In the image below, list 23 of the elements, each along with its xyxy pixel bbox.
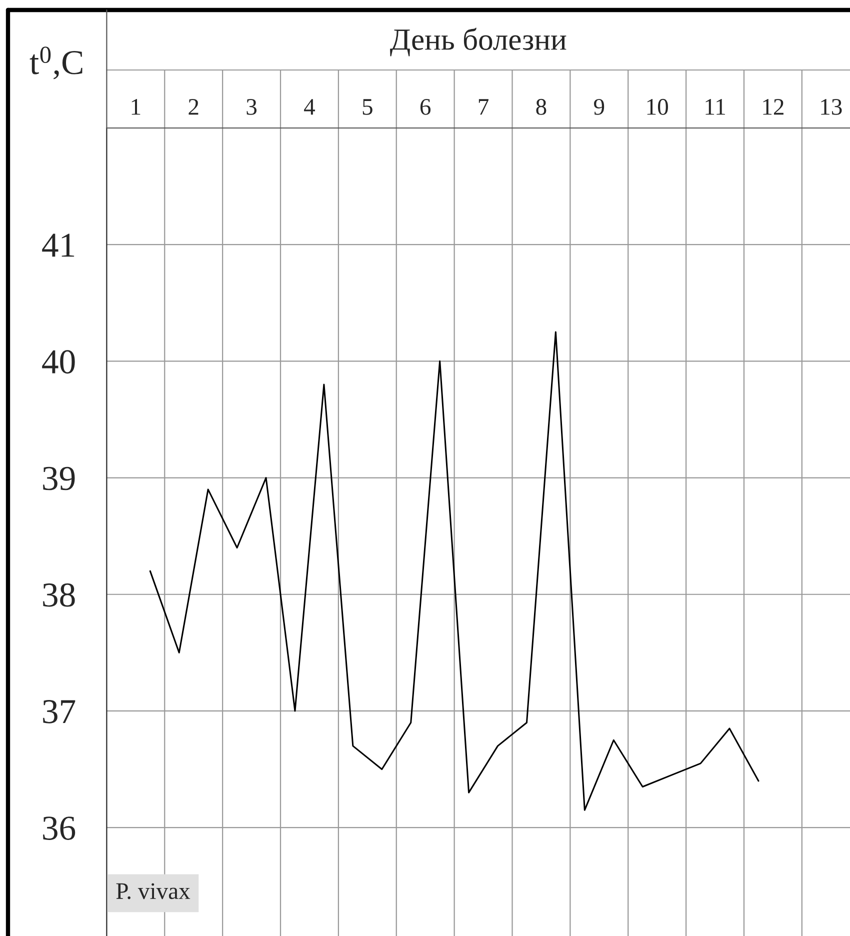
y-tick-label: 41	[42, 234, 74, 257]
y-tick-label: 37	[43, 700, 76, 724]
x-tick-label: 5	[362, 99, 372, 115]
x-tick-label: 13	[821, 99, 842, 115]
x-tick-label: 2	[188, 99, 198, 115]
y-tick-label: 39	[43, 466, 75, 490]
x-tick-label: 1	[132, 99, 140, 115]
x-tick-label: 6	[420, 99, 431, 115]
x-tick-label: 11	[706, 99, 725, 115]
x-tick-label: 10	[647, 98, 668, 115]
x-tick-label: 9	[594, 99, 604, 115]
x-tick-label: 7	[478, 99, 488, 115]
y-axis-title: t$^{0}$,C	[30, 46, 82, 80]
line-series	[149, 331, 760, 811]
y-tick-label: 40	[42, 350, 75, 374]
x-tick-label: 3	[246, 99, 257, 115]
y-tick-label: 38	[43, 583, 75, 607]
x-tick-label: 8	[536, 98, 546, 115]
y-tick-label: 36	[43, 816, 76, 840]
x-axis-title: День болезни	[390, 28, 566, 56]
annotation: P. vivax	[116, 883, 190, 900]
x-tick-label: 12	[763, 99, 784, 115]
x-tick-label: 4	[304, 99, 316, 115]
